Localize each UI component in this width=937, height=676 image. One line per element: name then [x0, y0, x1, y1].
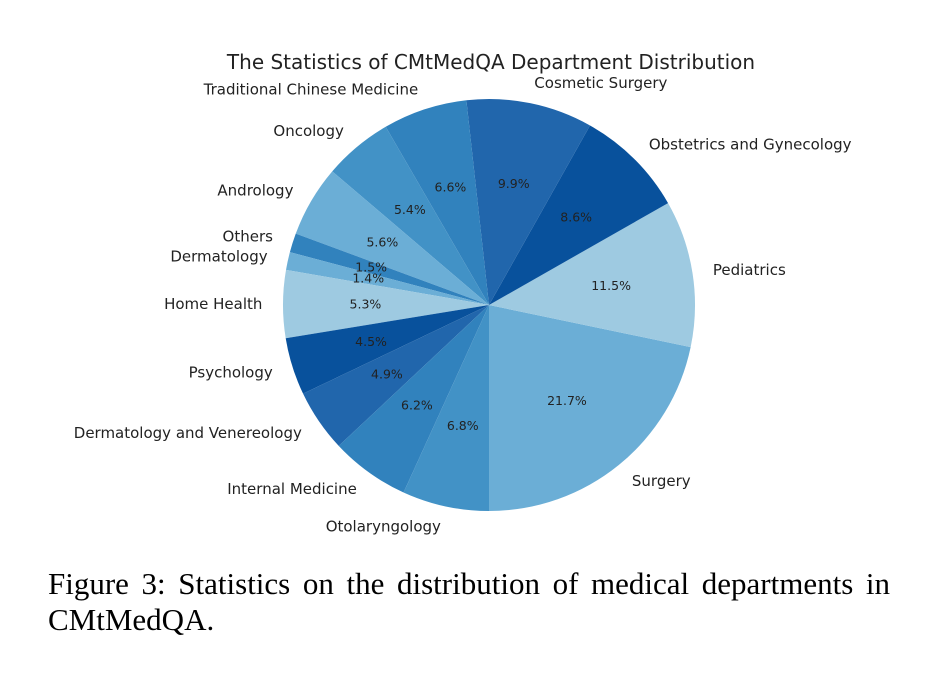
- slice-label-traditional-chinese-medicine: Traditional Chinese Medicine: [203, 81, 419, 99]
- pie-chart: The Statistics of CMtMedQA Department Di…: [74, 50, 852, 535]
- pie-slice-dermatology: [286, 252, 489, 305]
- slice-percent-psychology: 4.5%: [355, 334, 387, 349]
- slice-percent-surgery: 21.7%: [547, 393, 587, 408]
- pie-slice-obstetrics-and-gynecology: [489, 125, 669, 305]
- slice-label-dermatology-and-venereology: Dermatology and Venereology: [74, 424, 302, 442]
- slice-label-oncology: Oncology: [273, 122, 344, 140]
- slice-percent-home-health: 5.3%: [350, 296, 382, 311]
- pie-slice-andrology: [295, 171, 489, 305]
- pie-slice-surgery: [489, 305, 691, 511]
- chart-title: The Statistics of CMtMedQA Department Di…: [226, 50, 755, 74]
- slice-percent-otolaryngology: 6.8%: [447, 418, 479, 433]
- slice-label-pediatrics: Pediatrics: [713, 261, 786, 279]
- slice-label-andrology: Andrology: [217, 181, 293, 199]
- slice-label-others: Others: [223, 228, 274, 246]
- slice-percent-oncology: 5.4%: [394, 202, 426, 217]
- slice-percent-internal-medicine: 6.2%: [401, 397, 433, 412]
- slice-percent-others: 1.5%: [355, 260, 387, 275]
- slice-label-dermatology: Dermatology: [170, 248, 267, 266]
- slice-percent-traditional-chinese-medicine: 6.6%: [435, 180, 467, 195]
- slice-percent-dermatology-and-venereology: 4.9%: [371, 367, 403, 382]
- figure-caption: Figure 3: Statistics on the distribution…: [48, 566, 890, 637]
- pie-slice-dermatology-and-venereology: [303, 305, 489, 446]
- slice-label-surgery: Surgery: [632, 472, 691, 490]
- slice-percent-cosmetic-surgery: 9.9%: [498, 176, 530, 191]
- slice-percent-dermatology: 1.4%: [352, 271, 384, 286]
- pie-slice-cosmetic-surgery: [466, 99, 591, 305]
- pie-slice-others: [289, 233, 489, 305]
- pie-slice-home-health: [282, 269, 489, 339]
- pie-slice-pediatrics: [489, 203, 696, 348]
- slice-label-psychology: Psychology: [189, 364, 273, 382]
- pie-slice-internal-medicine: [338, 305, 489, 493]
- slice-percent-andrology: 5.6%: [366, 235, 398, 250]
- slice-label-internal-medicine: Internal Medicine: [227, 480, 357, 498]
- slice-label-obstetrics-and-gynecology: Obstetrics and Gynecology: [649, 135, 852, 153]
- slice-percent-obstetrics-and-gynecology: 8.6%: [560, 209, 592, 224]
- slice-label-home-health: Home Health: [164, 295, 262, 313]
- pie-slice-oncology: [332, 126, 489, 305]
- pie-slice-psychology: [285, 305, 489, 394]
- slice-label-otolaryngology: Otolaryngology: [326, 517, 441, 535]
- pie-slice-otolaryngology: [403, 305, 489, 511]
- slice-percent-pediatrics: 11.5%: [591, 278, 631, 293]
- slice-label-cosmetic-surgery: Cosmetic Surgery: [534, 74, 667, 92]
- pie-slice-traditional-chinese-medicine: [385, 100, 489, 305]
